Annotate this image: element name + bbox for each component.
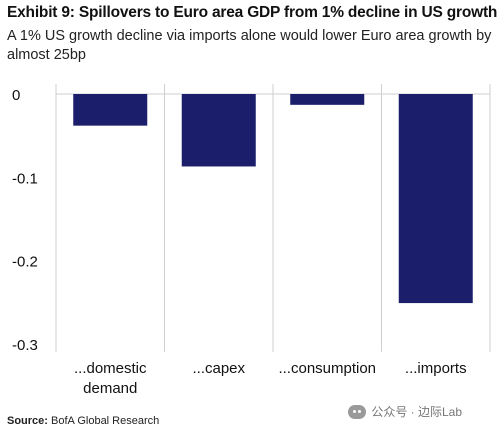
chart-subtitle: A 1% US growth decline via imports alone…	[7, 28, 492, 63]
source-text: BofA Global Research	[51, 415, 160, 427]
bar	[181, 94, 256, 167]
bar	[290, 94, 365, 105]
bar	[73, 94, 148, 126]
chart-title: Exhibit 9: Spillovers to Euro area GDP f…	[7, 4, 498, 21]
category-label: ...consumption	[278, 360, 376, 377]
y-tick-label: -0.1	[12, 170, 38, 187]
category-label: ...imports	[405, 360, 467, 377]
category-label: ...capex	[192, 360, 245, 377]
tick-labels: 0 -0.1 -0.2 -0.3	[12, 87, 38, 354]
y-tick-label: 0	[12, 87, 20, 104]
source-label: Source:	[7, 415, 48, 427]
source-note: Source: BofA Global Research	[7, 415, 159, 427]
y-tick-label: -0.2	[12, 254, 38, 271]
watermark: 公众号 · 边际Lab	[348, 403, 462, 420]
watermark-text: 公众号 · 边际Lab	[371, 405, 462, 419]
bars-layer	[73, 94, 473, 304]
y-tick-label: -0.3	[12, 337, 38, 354]
wechat-icon	[348, 404, 367, 419]
category-label: demand	[83, 380, 137, 397]
category-labels: ...domestic demand ...capex ...consumption.…	[74, 360, 467, 397]
category-label: ...domestic	[74, 360, 147, 377]
bar	[398, 94, 473, 304]
